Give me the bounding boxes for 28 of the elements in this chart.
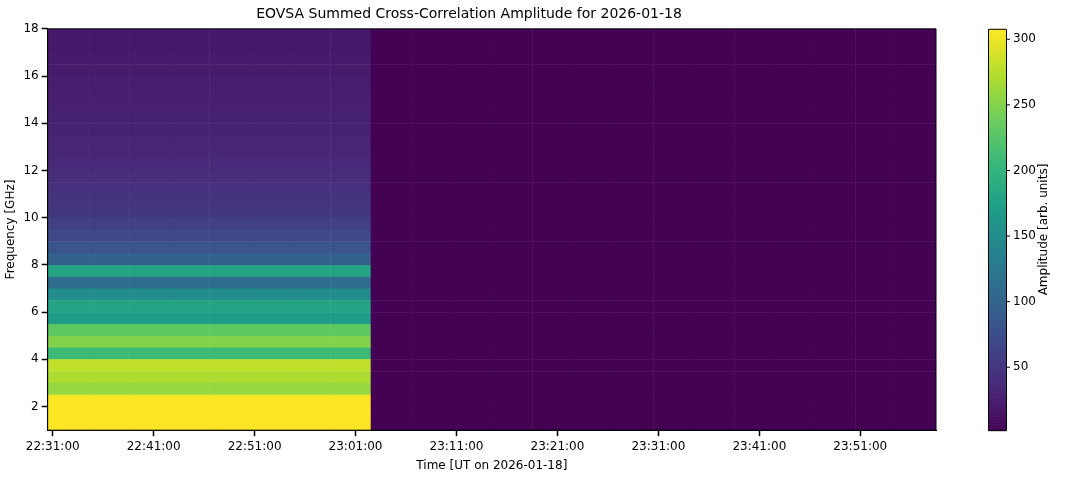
x-tick-label: 22:31:00: [25, 438, 80, 453]
y-tick-label: 4: [31, 351, 39, 366]
x-tick-label: 23:01:00: [328, 438, 383, 453]
x-tick-label: 22:51:00: [227, 438, 282, 453]
color-bar-label: 50: [1013, 359, 1029, 374]
y-tick-label: 12: [23, 162, 39, 177]
color-bar-title: Amplitude [arb. units]: [1036, 163, 1051, 296]
color-bar-label: 150: [1013, 228, 1036, 243]
y-tick-label: 18: [23, 20, 39, 35]
chart-title: EOVSA Summed Cross-Correlation Amplitude for 2026-01-18: [256, 5, 682, 22]
y-tick-label: 10: [23, 209, 39, 224]
y-tick-label: 6: [31, 304, 39, 319]
x-tick-label: 23:51:00: [833, 438, 888, 453]
x-axis-title: Time [UT on 2026-01-18]: [415, 457, 568, 472]
color-bar-label: 100: [1013, 293, 1036, 308]
y-tick-label: 2: [31, 398, 39, 413]
color-bar-label: 250: [1013, 97, 1036, 112]
x-tick-label: 22:41:00: [126, 438, 181, 453]
color-bar-label: 200: [1013, 162, 1036, 177]
y-axis-title: Frequency [GHz]: [3, 179, 18, 280]
x-tick-label: 23:41:00: [732, 438, 787, 453]
x-tick-label: 23:21:00: [530, 438, 585, 453]
y-tick-label: 8: [31, 257, 39, 272]
x-tick-label: 23:31:00: [631, 438, 686, 453]
y-tick-label: 16: [23, 68, 39, 83]
color-bar-label: 300: [1013, 31, 1036, 46]
y-tick-label: 14: [23, 115, 39, 130]
x-tick-label: 23:11:00: [429, 438, 484, 453]
